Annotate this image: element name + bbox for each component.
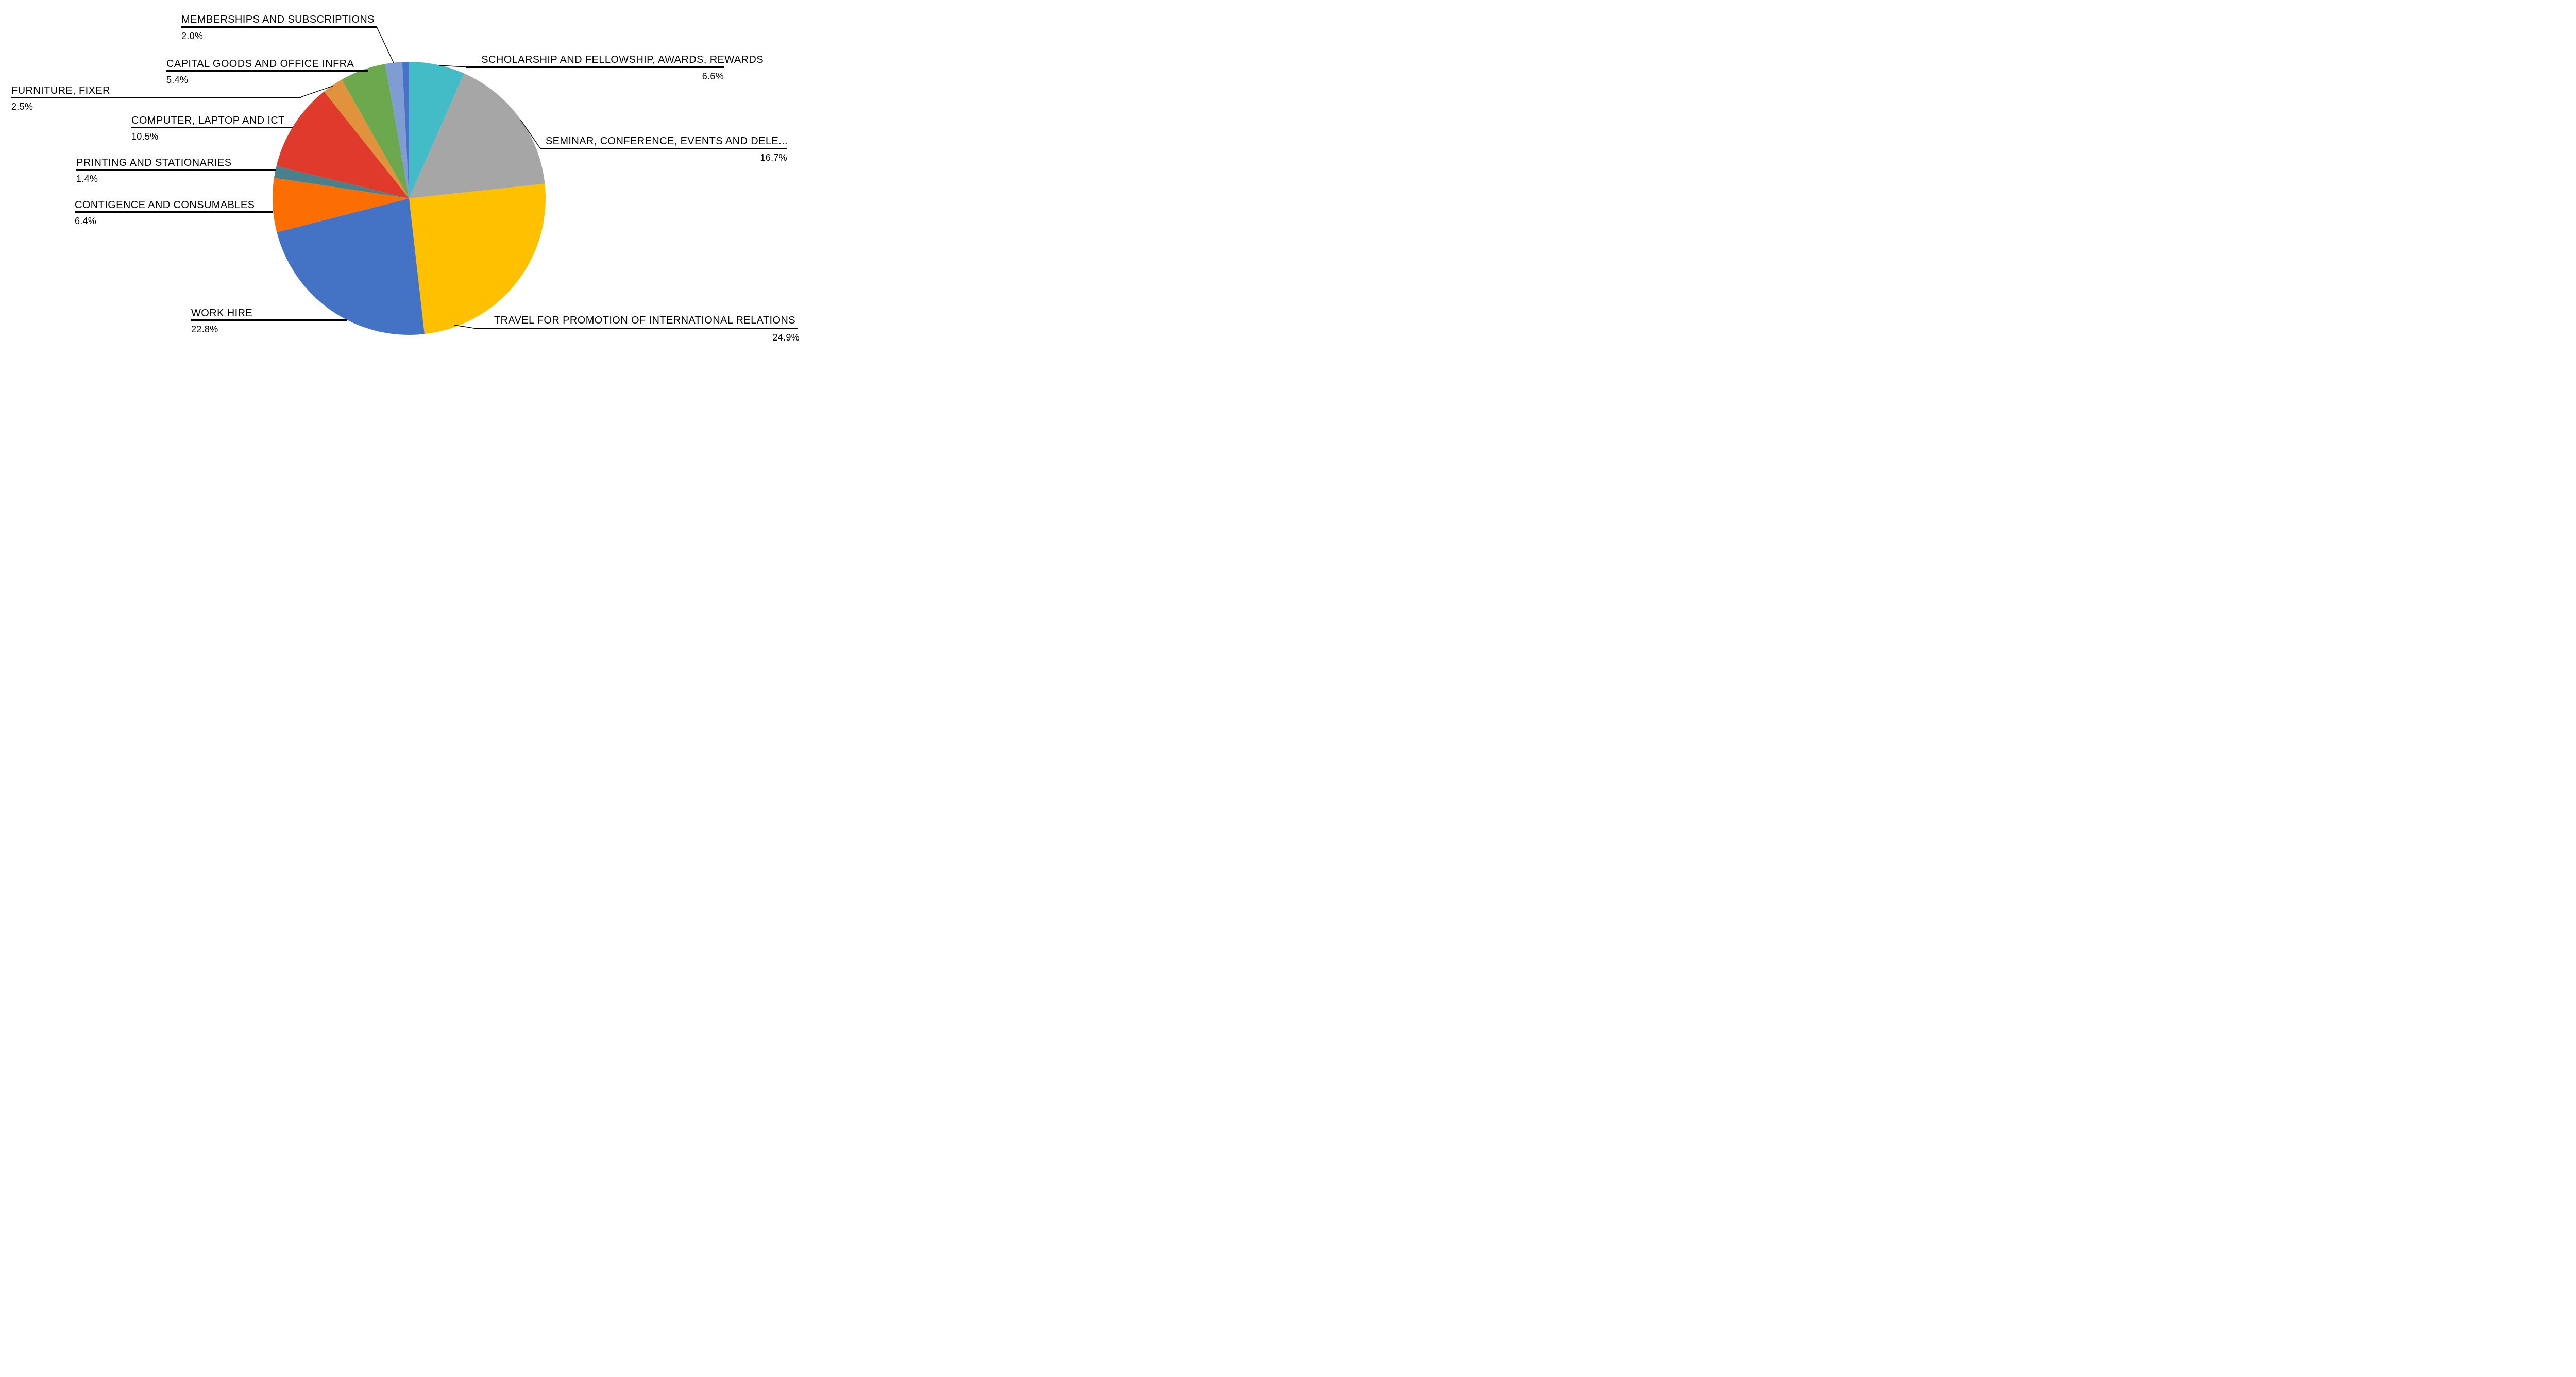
pie-slice-printing-and-stationaries (274, 166, 409, 198)
pie-slice-contigence-and-consumables (273, 178, 409, 232)
callout-label-computer-laptop-and-ict: COMPUTER, LAPTOP AND ICT (131, 115, 285, 126)
callout-percent-work-hire: 22.8% (191, 324, 218, 334)
pie-slice-capital-goods-and-office-infra (342, 64, 409, 198)
callout-percent-memberships-and-subscriptions: 2.0% (181, 31, 204, 41)
callout-rule-capital-goods-and-office-infra (166, 70, 368, 72)
callout-rule-travel-for-promotion-of-international-relations (474, 328, 798, 329)
pie-slice-travel-for-promotion-of-international-relations (409, 183, 546, 334)
callout-label-work-hire: WORK HIRE (191, 308, 253, 319)
pie-slice-memberships-and-subscriptions (385, 62, 409, 198)
callout-label-scholarship-and-fellowship-awards-rewards: SCHOLARSHIP AND FELLOWSHIP, AWARDS, REWA… (481, 54, 764, 65)
pie-chart (273, 26, 546, 335)
callout-rule-computer-laptop-and-ict (131, 127, 293, 128)
leader-line-seminar-conference-events-and-dele (520, 119, 540, 148)
callout-percent-printing-and-stationaries: 1.4% (76, 174, 98, 184)
pie-slice-scholarship-and-fellowship-awards-rewards (409, 62, 464, 198)
callout-rule-furniture-fixer (11, 97, 301, 98)
callout-percent-travel-for-promotion-of-international-relations: 24.9% (772, 332, 800, 343)
callout-rule-seminar-conference-events-and-dele (540, 148, 787, 149)
callout-label-seminar-conference-events-and-dele: SEMINAR, CONFERENCE, EVENTS AND DELE... (545, 135, 788, 147)
callout-percent-seminar-conference-events-and-dele: 16.7% (760, 152, 787, 163)
callout-rule-printing-and-stationaries (76, 169, 276, 171)
pie-slice-computer-laptop-and-ict (276, 91, 409, 198)
callout-rule-contigence-and-consumables (75, 211, 273, 213)
callout-label-furniture-fixer: FURNITURE, FIXER (11, 85, 110, 96)
pie-slice-work-hire (277, 198, 425, 335)
callout-rule-scholarship-and-fellowship-awards-rewards (466, 66, 724, 68)
leader-line-travel-for-promotion-of-international-relations (454, 325, 474, 329)
callout-percent-scholarship-and-fellowship-awards-rewards: 6.6% (702, 71, 724, 81)
pie-slice-other (402, 61, 409, 198)
callout-rule-memberships-and-subscriptions (181, 26, 377, 28)
callout-percent-computer-laptop-and-ict: 10.5% (131, 131, 159, 142)
leader-line-furniture-fixer (301, 86, 333, 97)
pie-slice-seminar-conference-events-and-dele (409, 73, 545, 198)
callout-label-contigence-and-consumables: CONTIGENCE AND CONSUMABLES (75, 199, 255, 211)
callout-percent-furniture-fixer: 2.5% (11, 101, 33, 112)
leader-line-scholarship-and-fellowship-awards-rewards (438, 65, 467, 67)
callout-percent-capital-goods-and-office-infra: 5.4% (166, 75, 189, 85)
callout-label-printing-and-stationaries: PRINTING AND STATIONARIES (76, 157, 232, 168)
callout-label-memberships-and-subscriptions: MEMBERSHIPS AND SUBSCRIPTIONS (181, 14, 375, 25)
callout-label-capital-goods-and-office-infra: CAPITAL GOODS AND OFFICE INFRA (166, 58, 354, 70)
pie-slice-furniture-fixer (324, 79, 409, 198)
pie-chart-figure: SCHOLARSHIP AND FELLOWSHIP, AWARDS, REWA… (0, 0, 808, 352)
callout-label-travel-for-promotion-of-international-relations: TRAVEL FOR PROMOTION OF INTERNATIONAL RE… (494, 315, 795, 326)
leader-line-memberships-and-subscriptions (376, 26, 394, 63)
callout-rule-work-hire (191, 319, 347, 321)
callout-percent-contigence-and-consumables: 6.4% (75, 216, 97, 226)
